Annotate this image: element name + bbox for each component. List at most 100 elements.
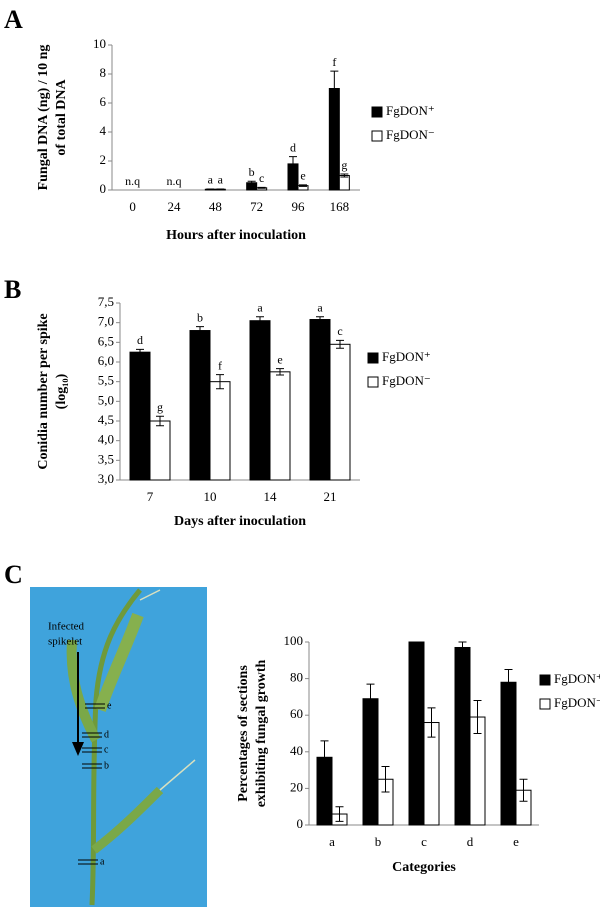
annotation: Infected [48, 621, 85, 633]
marker-label: e [107, 700, 112, 711]
bar [408, 641, 425, 826]
bar [129, 351, 151, 481]
awn [139, 589, 196, 791]
photo: Infected spikelet [30, 587, 207, 907]
error-bar [458, 641, 467, 654]
error-bar [504, 668, 513, 696]
legend-label: FgDON⁺ [554, 671, 600, 686]
arrowhead [72, 742, 84, 756]
data-label: d [137, 333, 143, 347]
panel-label: A [4, 5, 23, 34]
data-label: n.q [125, 174, 140, 188]
data-label: d [290, 140, 296, 154]
error-bar [257, 186, 266, 189]
x-tick-label: 7 [147, 489, 154, 504]
data-label: c [337, 324, 342, 338]
x-tick-label: 168 [330, 199, 350, 214]
x-tick-label: a [329, 834, 335, 849]
error-bar [340, 173, 349, 178]
panel-label: B [4, 275, 21, 304]
error-bar [216, 374, 224, 390]
spikelet [91, 786, 164, 854]
bar [189, 330, 211, 481]
bar [329, 343, 351, 481]
error-bar [366, 683, 375, 714]
y-tick-label: 3,5 [98, 451, 114, 466]
error-bar [276, 368, 284, 376]
marker-label: b [104, 760, 109, 771]
data-label: g [157, 400, 163, 414]
y-axis-label: exhibiting fungal growth [254, 660, 269, 808]
y-tick-label: 8 [100, 65, 107, 80]
x-tick-label: 96 [292, 199, 306, 214]
x-tick-label: 24 [168, 199, 182, 214]
y-tick-label: 4,5 [98, 412, 114, 427]
x-tick-label: 72 [250, 199, 263, 214]
y-tick-label: 80 [290, 670, 303, 685]
panel-label: C [4, 560, 23, 589]
y-tick-label: 20 [290, 779, 303, 794]
y-tick-label: 7,5 [98, 294, 114, 309]
legend-swatch [367, 376, 379, 388]
bar [269, 371, 291, 481]
y-axis-label: (log₁₀) [54, 373, 69, 409]
y-tick-label: 5,0 [98, 392, 114, 407]
y-tick-label: 3,0 [98, 471, 114, 486]
spikelet [94, 612, 144, 712]
error-bar [519, 778, 528, 802]
data-label: b [197, 310, 203, 324]
data-label: a [317, 301, 323, 315]
error-bar [156, 415, 164, 427]
x-axis-label: Hours after inoculation [166, 228, 306, 243]
y-tick-label: 0 [100, 181, 107, 196]
x-tick-label: 21 [324, 489, 337, 504]
legend-swatch [367, 352, 379, 364]
error-bar [335, 806, 344, 822]
y-tick-label: 5,5 [98, 373, 114, 388]
bar [362, 698, 379, 826]
x-tick-label: d [467, 834, 474, 849]
data-label: f [332, 55, 336, 69]
data-label: n.q [167, 174, 182, 188]
error-bar [196, 326, 204, 335]
legend-label: FgDON⁺ [382, 349, 431, 364]
bar [338, 175, 350, 191]
bar [209, 381, 231, 481]
error-bar [206, 188, 215, 191]
x-axis-label: Categories [392, 860, 456, 875]
legend-label: FgDON⁺ [386, 103, 435, 118]
marker-label: c [104, 744, 109, 755]
legend-swatch [371, 106, 383, 118]
error-bar [299, 184, 307, 187]
legend-swatch [539, 698, 551, 710]
y-axis-label: Percentages of sections [236, 665, 251, 802]
y-tick-label: 100 [284, 633, 304, 648]
y-axis-label: of total DNA [54, 79, 69, 156]
data-label: g [341, 158, 347, 172]
y-tick-label: 40 [290, 743, 303, 758]
x-tick-label: 10 [204, 489, 217, 504]
bar [309, 319, 331, 481]
y-tick-label: 4,0 [98, 432, 114, 447]
legend-label: FgDON⁻ [382, 373, 431, 388]
x-tick-label: 0 [129, 199, 136, 214]
bar [454, 646, 471, 826]
spikelet [66, 639, 101, 743]
error-bar [256, 316, 264, 326]
data-label: c [259, 171, 264, 185]
x-tick-label: 48 [209, 199, 222, 214]
bar [500, 681, 517, 826]
data-label: e [300, 169, 305, 183]
error-bar [336, 339, 344, 349]
marker-label: d [104, 729, 109, 740]
error-bar [427, 707, 436, 738]
y-tick-label: 7,0 [98, 314, 114, 329]
error-bar [330, 70, 339, 107]
error-bar [381, 765, 390, 793]
y-axis-label: Conidia number per spike [36, 313, 51, 469]
error-bar [320, 740, 329, 775]
x-tick-label: e [513, 834, 519, 849]
x-tick-label: 14 [264, 489, 278, 504]
y-axis-label: Fungal DNA (ng) / 10 ng [36, 45, 51, 191]
